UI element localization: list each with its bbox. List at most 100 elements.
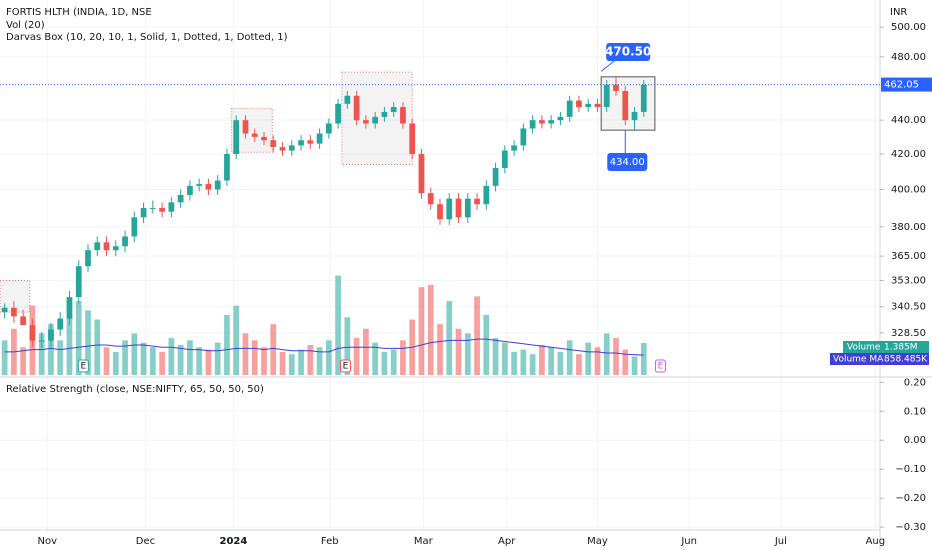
earnings-label: E <box>343 362 349 372</box>
volume-bar <box>363 328 369 375</box>
candle-body <box>381 111 388 117</box>
volume-bar <box>20 347 27 375</box>
volume-bar <box>288 354 295 375</box>
volume-bar <box>353 338 360 375</box>
x-tick-label: Jun <box>680 536 697 547</box>
candle-body <box>474 198 480 205</box>
x-tick-label: Apr <box>498 536 516 547</box>
volume-name: Volume <box>847 343 881 353</box>
volume-bar <box>131 333 138 375</box>
candle-body <box>251 133 258 137</box>
candle-body <box>288 145 295 151</box>
chart-title: FORTIS HLTH (INDIA, 1D, NSE <box>6 7 152 18</box>
candle-body <box>94 242 101 251</box>
volume-bar <box>474 296 480 375</box>
y-tick-label: −0.30 <box>895 522 926 533</box>
volume-bar <box>418 287 425 375</box>
candle-body <box>585 103 592 108</box>
volume-bar <box>566 340 573 375</box>
x-tick-label: Dec <box>136 536 155 547</box>
candle-body <box>168 202 175 212</box>
volume-bar <box>270 324 277 375</box>
y-tick-label: −0.20 <box>895 493 926 504</box>
candle-body <box>501 150 508 169</box>
candle-body <box>112 246 119 251</box>
volume-bar <box>594 347 601 375</box>
candle-body <box>131 217 138 237</box>
annotation-pointer <box>600 60 615 72</box>
volume-ma-value: 858.485K <box>884 355 928 365</box>
candle-body <box>511 145 517 151</box>
candle-body <box>325 123 332 134</box>
volume-bar <box>57 340 64 375</box>
x-tick-label: 2024 <box>220 536 248 547</box>
volume-bar <box>529 354 536 375</box>
candle-body <box>603 84 610 108</box>
x-tick-label: Mar <box>414 536 434 547</box>
candle-body <box>20 316 27 326</box>
volume-bar <box>224 314 230 375</box>
volume-bar <box>261 347 267 375</box>
volume-bar <box>622 349 629 375</box>
candle-body <box>344 95 351 104</box>
candle-body <box>409 123 416 155</box>
volume-bar <box>48 324 54 375</box>
candle-body <box>390 107 397 112</box>
candle-body <box>576 100 582 108</box>
annotation-label: 434.00 <box>610 157 645 168</box>
candle-body <box>640 84 647 112</box>
volume-bar <box>140 342 147 375</box>
volume-bar <box>307 344 314 375</box>
candle-body <box>279 147 286 151</box>
volume-bar <box>187 340 193 375</box>
volume-bar <box>196 347 203 375</box>
candle-body <box>38 340 45 342</box>
earnings-label: E <box>658 362 664 372</box>
candle-body <box>122 236 128 247</box>
candle-body <box>307 140 314 144</box>
y-tick-label: 340.50 <box>891 302 926 313</box>
volume-bar <box>427 284 434 375</box>
candle-body <box>594 103 601 108</box>
earnings-marker <box>77 359 89 373</box>
candle-body <box>75 266 82 298</box>
volume-bar <box>437 324 443 375</box>
volume-bar <box>66 317 73 375</box>
volume-bar <box>446 301 453 375</box>
candle-body <box>363 120 369 124</box>
indicator-label: Vol (20) <box>6 20 45 31</box>
volume-bar <box>233 305 240 375</box>
last-price-label: 462.05 <box>884 80 919 91</box>
volume-bar <box>205 349 212 375</box>
volume-bar <box>159 351 165 375</box>
candle-body <box>224 154 230 181</box>
volume-bar <box>75 301 82 375</box>
x-tick-label: Jul <box>774 536 787 547</box>
candle-body <box>418 154 425 194</box>
volume-ma-line <box>4 338 644 356</box>
candle-body <box>316 133 323 144</box>
volume-bar <box>640 342 647 375</box>
candle-body <box>353 95 360 121</box>
candle-body <box>177 194 184 203</box>
volume-bar <box>492 338 499 375</box>
volume-bar <box>390 349 397 375</box>
annotation-box <box>606 43 651 61</box>
volume-bar <box>548 347 555 375</box>
earnings-label: E <box>81 362 87 372</box>
volume-bar <box>501 342 508 375</box>
candle-body <box>233 120 240 155</box>
volume-bar <box>325 340 332 375</box>
volume-bar <box>251 340 258 375</box>
y-tick-label: 500.00 <box>891 22 926 33</box>
y-tick-label: 0.10 <box>904 406 926 417</box>
candle-body <box>520 128 527 146</box>
volume-bar <box>400 340 406 375</box>
volume-bar <box>372 342 379 375</box>
volume-bar <box>464 333 471 375</box>
annotation-label: 470.50 <box>605 45 651 59</box>
earnings-marker <box>654 359 666 373</box>
candle-body <box>261 136 267 141</box>
volume-bar <box>603 333 610 375</box>
